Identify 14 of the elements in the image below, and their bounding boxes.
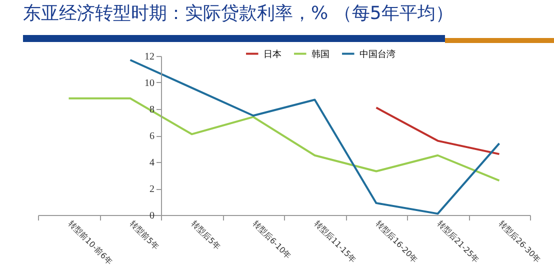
y-tick-label: 10	[144, 78, 154, 89]
x-tick-label: 转型后5年	[189, 218, 222, 252]
y-tick-label: 4	[150, 158, 154, 168]
line-series	[68, 97, 500, 182]
legend-label: 韩国	[312, 48, 330, 60]
x-tick-label: 转型前5年	[128, 218, 161, 252]
legend-label: 日本	[264, 48, 282, 60]
y-tick-label: 12	[144, 52, 154, 62]
legend-label: 中国台湾	[360, 48, 396, 60]
y-tick-label: 2	[150, 184, 154, 195]
y-tick-label: 6	[150, 131, 154, 142]
chart-title: 东亚经济转型时期：实际贷款利率，% （每5年平均）	[23, 3, 454, 24]
y-tick-label: 0	[150, 210, 154, 222]
x-tick-label: 转型前10-前6年	[66, 218, 114, 266]
